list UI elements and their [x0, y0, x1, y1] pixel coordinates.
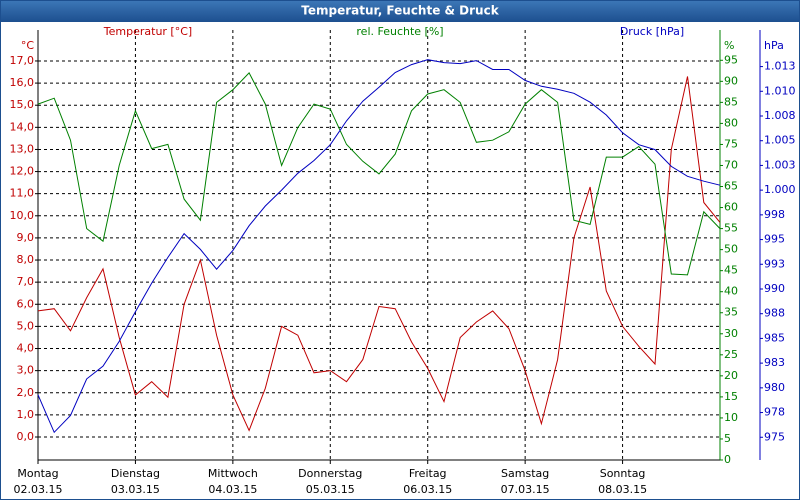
y3-tick-label: 995 [764, 233, 785, 246]
y2-tick-label: 90 [724, 74, 738, 87]
y3-tick-label: 990 [764, 282, 785, 295]
legend-label: rel. Feuchte [%] [356, 25, 443, 38]
x-tick-label: Sonntag [600, 467, 646, 480]
y3-tick-label: 978 [764, 406, 785, 419]
y-tick-label: 3,0 [17, 364, 35, 377]
x-tick-label: Mittwoch [208, 467, 258, 480]
y3-tick-label: 998 [764, 208, 785, 221]
y2-tick-label: 35 [724, 306, 738, 319]
y-unit: °C [21, 39, 35, 52]
y-tick-label: 4,0 [17, 342, 35, 355]
y-tick-label: 1,0 [17, 408, 35, 421]
y3-tick-label: 1.008 [764, 109, 796, 122]
y-tick-label: 6,0 [17, 297, 35, 310]
y3-tick-label: 1.013 [764, 60, 796, 73]
y-tick-label: 0,0 [17, 430, 35, 443]
y-tick-label: 10,0 [10, 209, 35, 222]
y3-tick-label: 993 [764, 257, 785, 270]
y2-tick-label: 75 [724, 137, 738, 150]
series-line [37, 59, 721, 434]
y3-tick-label: 1.003 [764, 158, 796, 171]
x-tick-date: 04.03.15 [208, 483, 257, 496]
y2-tick-label: 10 [724, 411, 738, 424]
y3-unit: hPa [764, 39, 784, 52]
y2-tick-label: 0 [724, 453, 731, 466]
x-tick-label: Samstag [501, 467, 549, 480]
y-tick-label: 8,0 [17, 253, 35, 266]
x-tick-date: 07.03.15 [501, 483, 550, 496]
y2-tick-label: 60 [724, 201, 738, 214]
y2-tick-label: 25 [724, 348, 738, 361]
y3-tick-label: 1.005 [764, 134, 796, 147]
y-tick-label: 14,0 [10, 120, 35, 133]
y2-tick-label: 50 [724, 243, 738, 256]
y3-tick-label: 983 [764, 356, 785, 369]
x-tick-label: Dienstag [111, 467, 160, 480]
y2-tick-label: 55 [724, 222, 738, 235]
y3-tick-label: 985 [764, 331, 785, 344]
series-line [37, 72, 721, 276]
y-tick-label: 5,0 [17, 319, 35, 332]
y3-tick-label: 988 [764, 307, 785, 320]
y3-tick-label: 975 [764, 430, 785, 443]
series-line [37, 76, 721, 432]
x-tick-date: 06.03.15 [403, 483, 452, 496]
x-tick-date: 05.03.15 [306, 483, 355, 496]
y-tick-label: 13,0 [10, 142, 35, 155]
y-tick-label: 11,0 [10, 187, 35, 200]
y2-tick-label: 5 [724, 432, 731, 445]
x-tick-date: 02.03.15 [14, 483, 63, 496]
y-tick-label: 16,0 [10, 76, 35, 89]
y2-tick-label: 15 [724, 390, 738, 403]
y2-tick-label: 70 [724, 158, 738, 171]
y2-unit: % [724, 39, 734, 52]
y3-tick-label: 1.000 [764, 183, 796, 196]
y-tick-label: 17,0 [10, 54, 35, 67]
plot-area [38, 30, 720, 460]
x-tick-label: Montag [17, 467, 58, 480]
x-tick-label: Donnerstag [298, 467, 362, 480]
y-tick-label: 15,0 [10, 98, 35, 111]
y-tick-label: 9,0 [17, 231, 35, 244]
y2-tick-label: 45 [724, 264, 738, 277]
y-tick-label: 2,0 [17, 386, 35, 399]
x-tick-date: 03.03.15 [111, 483, 160, 496]
title-bar [0, 0, 800, 22]
x-tick-label: Freitag [409, 467, 447, 480]
y2-tick-label: 20 [724, 369, 738, 382]
y2-tick-label: 85 [724, 95, 738, 108]
y2-tick-label: 30 [724, 327, 738, 340]
y2-tick-label: 40 [724, 285, 738, 298]
legend-label: Temperatur [°C] [103, 25, 192, 38]
y2-tick-label: 95 [724, 53, 738, 66]
y-tick-label: 12,0 [10, 165, 35, 178]
x-tick-date: 08.03.15 [598, 483, 647, 496]
y3-tick-label: 980 [764, 381, 785, 394]
chart-title: Temperatur, Feuchte & Druck [301, 4, 499, 18]
y2-tick-label: 80 [724, 116, 738, 129]
y-tick-label: 7,0 [17, 275, 35, 288]
y3-tick-label: 1.010 [764, 84, 796, 97]
legend-label: Druck [hPa] [620, 25, 684, 38]
y2-tick-label: 65 [724, 180, 738, 193]
